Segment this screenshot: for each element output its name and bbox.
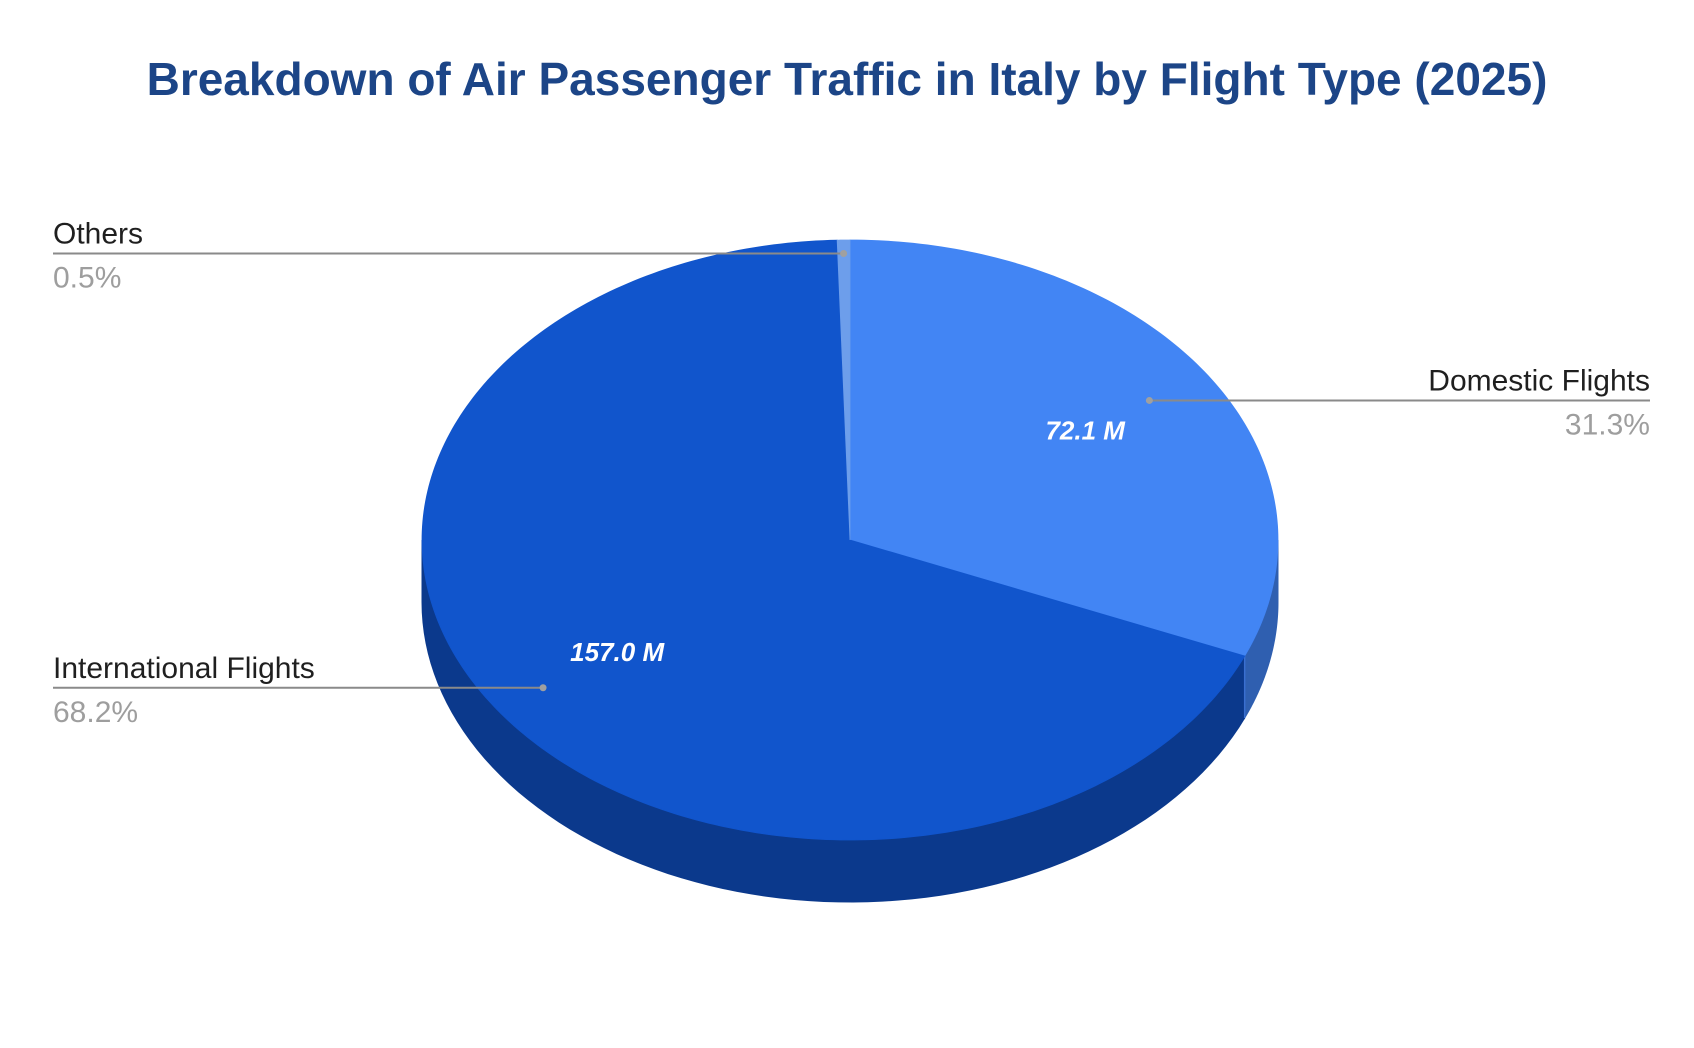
- callout-name-others: Others: [53, 218, 143, 251]
- slice-value-international-flights: 157.0 M: [570, 637, 665, 667]
- callout-international-flights: International Flights 68.2%: [53, 652, 547, 729]
- callout-percent-others: 0.5%: [53, 262, 121, 295]
- chart-title: Breakdown of Air Passenger Traffic in It…: [147, 53, 1548, 105]
- pie-slice-domestic-flights[interactable]: [849, 239, 1279, 657]
- slice-callouts: Domestic Flights 31.3% International Fligh…: [53, 218, 1650, 729]
- leader-dot-international-flights: [539, 684, 547, 692]
- pie-slice-others[interactable]: [836, 239, 851, 541]
- callout-percent-domestic-flights: 31.3%: [1565, 408, 1650, 441]
- callout-percent-international-flights: 68.2%: [53, 696, 138, 729]
- leader-dot-domestic-flights: [1145, 396, 1153, 404]
- pie-slices: [421, 239, 1279, 841]
- callout-name-domestic-flights: Domestic Flights: [1428, 364, 1650, 397]
- pie-slice-international-flights[interactable]: [421, 239, 1246, 841]
- slice-value-labels: 72.1 M 157.0 M: [570, 415, 1126, 667]
- leader-dot-others: [840, 250, 848, 258]
- callout-name-international-flights: International Flights: [53, 652, 315, 685]
- callout-domestic-flights: Domestic Flights 31.3%: [1145, 364, 1650, 441]
- callout-others: Others 0.5%: [53, 218, 848, 295]
- slice-value-domestic-flights: 72.1 M: [1045, 415, 1126, 445]
